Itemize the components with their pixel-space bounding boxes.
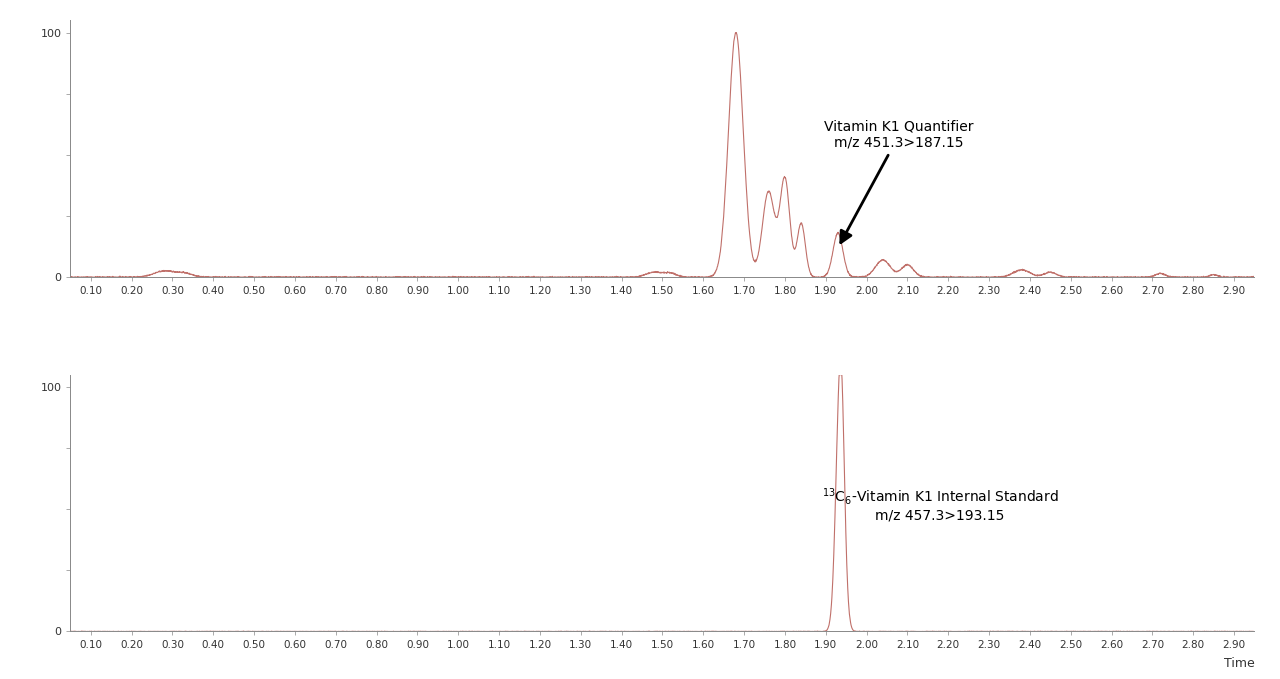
Text: $^{13}$C$_6$-Vitamin K1 Internal Standard
m/z 457.3>193.15: $^{13}$C$_6$-Vitamin K1 Internal Standar…	[822, 485, 1059, 523]
Text: Vitamin K1 Quantifier
m/z 451.3>187.15: Vitamin K1 Quantifier m/z 451.3>187.15	[824, 120, 974, 242]
Text: Time: Time	[1224, 657, 1254, 670]
